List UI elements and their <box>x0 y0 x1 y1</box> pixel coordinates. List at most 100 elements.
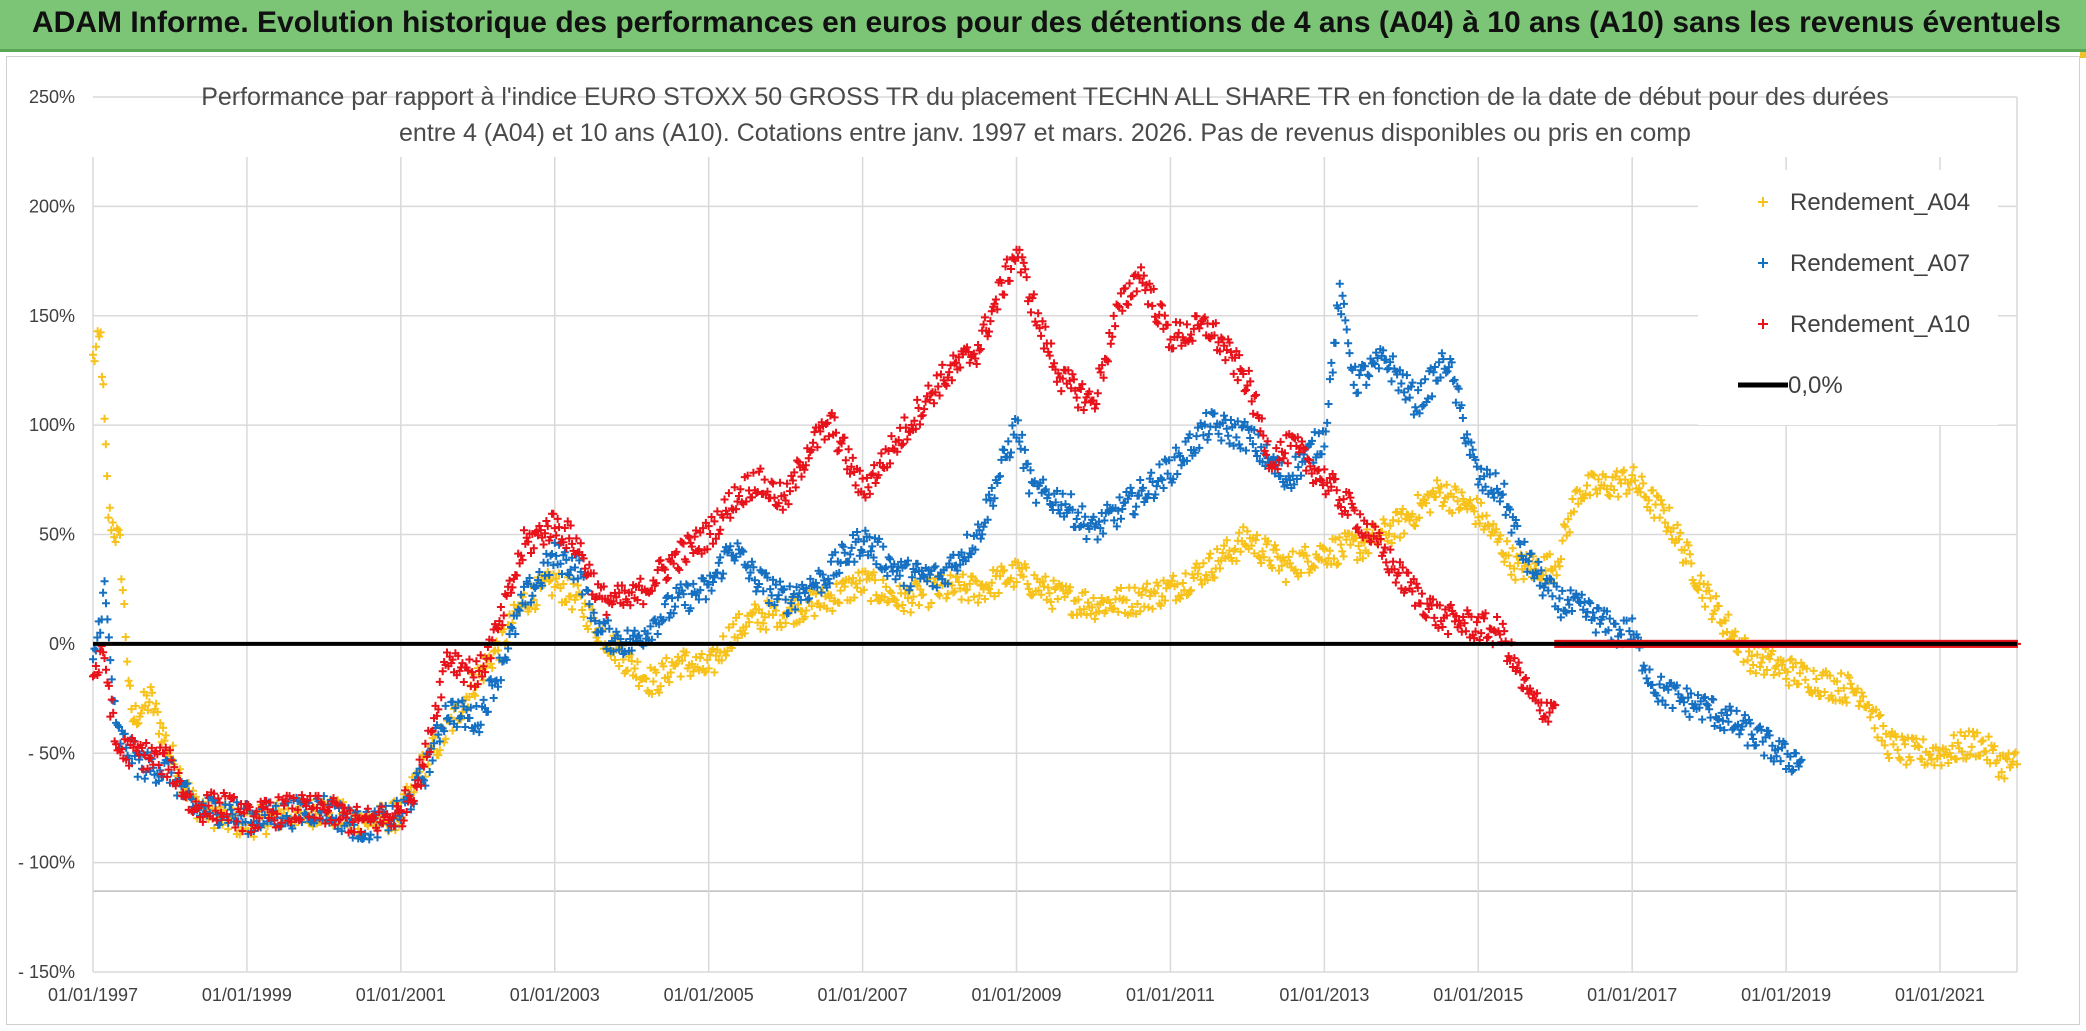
data-point <box>714 558 723 567</box>
data-point <box>810 611 819 620</box>
data-point <box>742 622 751 631</box>
data-point <box>1773 745 1782 754</box>
data-point <box>524 607 533 616</box>
data-point <box>1794 762 1803 771</box>
data-point <box>1676 528 1685 537</box>
data-point <box>398 822 407 831</box>
data-point <box>1724 717 1733 726</box>
data-point <box>776 478 785 487</box>
data-point <box>488 663 497 672</box>
data-point <box>1270 460 1279 469</box>
data-point <box>1136 476 1145 485</box>
data-point <box>1342 535 1351 544</box>
data-point <box>1579 605 1588 614</box>
data-point <box>1151 312 1160 321</box>
data-point <box>1279 454 1288 463</box>
data-point <box>1761 733 1770 742</box>
data-point <box>1681 557 1690 566</box>
data-point <box>663 574 672 583</box>
data-point <box>990 592 999 601</box>
data-point <box>336 815 345 824</box>
data-point <box>899 439 908 448</box>
data-point <box>1365 372 1374 381</box>
data-point <box>1301 542 1310 551</box>
data-point <box>925 570 934 579</box>
data-point <box>931 562 940 571</box>
data-point <box>576 567 585 576</box>
data-point <box>958 350 967 359</box>
data-point <box>1456 621 1465 630</box>
data-point <box>96 628 105 637</box>
data-point <box>1239 523 1248 532</box>
data-point <box>1626 477 1635 486</box>
data-point <box>145 698 154 707</box>
data-point <box>1511 575 1520 584</box>
data-point <box>1008 421 1017 430</box>
data-point <box>979 320 988 329</box>
data-point <box>1188 336 1197 345</box>
data-point <box>1655 513 1664 522</box>
data-point <box>706 530 715 539</box>
data-point <box>1060 593 1069 602</box>
data-point <box>1692 584 1701 593</box>
data-point <box>348 817 357 826</box>
data-point <box>1912 734 1921 743</box>
data-point <box>462 705 471 714</box>
data-point <box>1577 590 1586 599</box>
data-point <box>1386 521 1395 530</box>
data-point <box>99 588 108 597</box>
data-point <box>653 566 662 575</box>
data-point <box>913 395 922 404</box>
data-point <box>1535 581 1544 590</box>
data-point <box>897 557 906 566</box>
data-point <box>1485 522 1494 531</box>
x-tick-label: 01/01/2011 <box>1126 985 1215 1005</box>
data-point <box>2000 774 2009 783</box>
y-tick-label: 250% <box>29 87 75 107</box>
data-point <box>1337 310 1346 319</box>
data-point <box>1018 253 1027 262</box>
data-point <box>1159 576 1168 585</box>
data-point <box>872 560 881 569</box>
data-point <box>562 555 571 564</box>
data-point <box>428 756 437 765</box>
data-point <box>1758 653 1767 662</box>
data-point <box>101 665 110 674</box>
data-point <box>623 666 632 675</box>
data-point <box>634 631 643 640</box>
data-point <box>1712 592 1721 601</box>
data-point <box>412 782 421 791</box>
data-point <box>866 597 875 606</box>
data-point <box>1657 496 1666 505</box>
data-point <box>1714 602 1723 611</box>
data-point <box>153 750 162 759</box>
data-point <box>1035 324 1044 333</box>
data-point <box>1049 576 1058 585</box>
data-point <box>1590 471 1599 480</box>
data-point <box>1293 433 1302 442</box>
data-point <box>1699 694 1708 703</box>
data-point <box>217 808 226 817</box>
data-point <box>805 594 814 603</box>
data-point <box>1067 490 1076 499</box>
data-point <box>191 797 200 806</box>
data-point <box>1423 599 1432 608</box>
data-point <box>559 538 568 547</box>
data-point <box>630 664 639 673</box>
data-point <box>609 597 618 606</box>
data-point <box>1203 576 1212 585</box>
data-point <box>1220 341 1229 350</box>
data-point <box>672 547 681 556</box>
data-point <box>1507 570 1516 579</box>
data-point <box>1720 726 1729 735</box>
data-point <box>576 539 585 548</box>
data-point <box>483 707 492 716</box>
data-point <box>1703 580 1712 589</box>
data-point <box>676 672 685 681</box>
data-point <box>1078 502 1087 511</box>
data-point <box>620 586 629 595</box>
data-point <box>1768 647 1777 656</box>
data-point <box>1325 375 1334 384</box>
x-tick-label: 01/01/2013 <box>1279 985 1369 1005</box>
data-point <box>678 586 687 595</box>
